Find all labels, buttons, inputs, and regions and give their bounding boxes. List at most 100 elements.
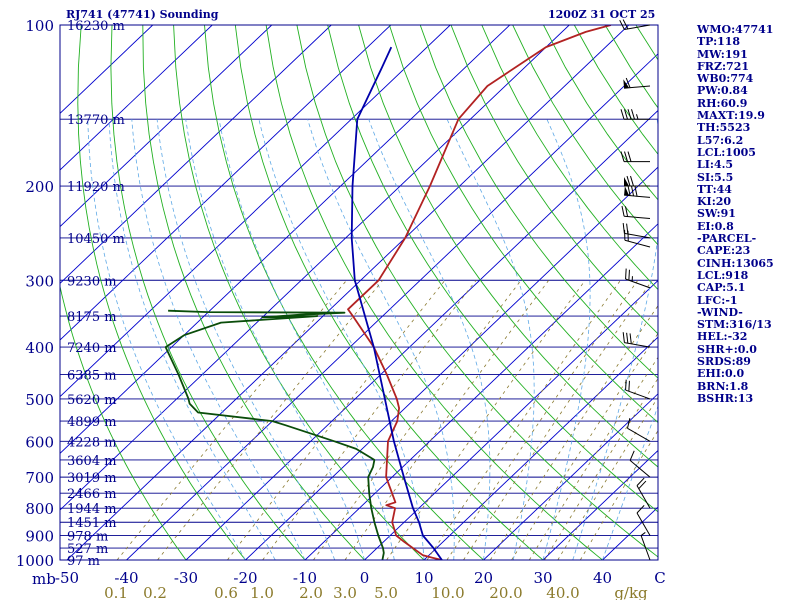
mixing-ratio-line [426, 280, 621, 560]
height-label: 978 m [67, 530, 108, 545]
pressure-tick-label: 1000 [16, 552, 54, 570]
wind-barb [626, 418, 651, 442]
pressure-tick-label: 800 [25, 500, 54, 518]
dry-adiabat [512, 25, 658, 246]
mixing-ratio-line [262, 280, 477, 560]
wind-barb [621, 205, 651, 220]
pressure-tick-label: 200 [25, 178, 54, 196]
pressure-tick-label: 400 [25, 339, 54, 357]
index-row: TP:118 [697, 35, 741, 49]
mixing-ratio-line [489, 305, 658, 560]
temperature-trace [347, 25, 612, 560]
dry-adiabat [265, 25, 603, 560]
pressure-tick-label: 100 [25, 17, 54, 35]
height-label: 1451 m [67, 516, 117, 531]
isotherm-line [483, 393, 658, 560]
index-row: TT:44 [697, 182, 732, 196]
temperature-unit-label: C [654, 569, 665, 587]
height-label: 5620 m [67, 393, 117, 408]
wind-barb [636, 477, 651, 509]
wind-barb [624, 229, 651, 248]
mixing-ratio-line [344, 280, 550, 560]
index-row: SRDS:89 [697, 355, 751, 369]
index-row: BSHR:13 [697, 391, 754, 405]
isotherm-line [60, 25, 332, 284]
wind-barb [623, 77, 651, 89]
index-row: L57:6.2 [697, 133, 744, 147]
dry-adiabat [450, 25, 658, 335]
mixing-ratio-tick-label: 20.0 [489, 584, 522, 600]
height-label: 11920 m [67, 180, 125, 195]
isotherm-line [423, 336, 658, 560]
dry-adiabat [388, 25, 658, 424]
temperature-tick-label: 30 [533, 569, 552, 587]
isotherm-line [60, 25, 213, 171]
wind-barb [620, 109, 650, 120]
height-label: 9230 m [67, 274, 117, 289]
index-row: WMO:47741 [697, 23, 774, 36]
mixing-ratio-tick-label: 0.6 [214, 584, 238, 600]
profile-traces [164, 25, 612, 560]
pressure-tick-label: 600 [25, 433, 54, 451]
index-row: LFC:-1 [697, 293, 738, 307]
mixing-ratio-line [463, 280, 653, 560]
dry-adiabat [60, 284, 187, 560]
index-row: PW:0.84 [697, 84, 748, 98]
mixing-ratio-line [227, 280, 446, 560]
wind-barb [625, 268, 651, 289]
dry-adiabat [296, 25, 658, 558]
index-row: MW:191 [697, 47, 748, 61]
index-row: HEL:-32 [697, 330, 748, 344]
height-label: 4228 m [67, 435, 117, 450]
index-row: BRN:1.8 [697, 379, 749, 393]
mixing-ratio-tick-label: 5.0 [374, 584, 398, 600]
mixing-ratio-line [157, 280, 384, 560]
mixing-ratio-tick-label: 2.0 [299, 584, 323, 600]
index-row: LCL:1005 [697, 145, 756, 159]
dry-adiabat [419, 25, 658, 379]
mixing-ratio-line [116, 280, 347, 560]
wind-barb [622, 332, 651, 348]
index-row: STM:316/13 [697, 318, 772, 332]
height-label: 3604 m [67, 454, 117, 469]
isotherm-line [304, 223, 658, 560]
index-row: SHR+:0.0 [697, 342, 757, 356]
wind-barb [640, 532, 651, 561]
index-row: RH:60.9 [697, 96, 748, 110]
plot-frame [59, 24, 659, 561]
mixing-ratio-line [446, 280, 639, 560]
index-row: CAPE:23 [697, 244, 751, 258]
index-row: TH:5523 [697, 121, 751, 135]
index-row: LCL:918 [697, 268, 749, 282]
parcel-trace [350, 46, 443, 560]
isotherm-line [60, 25, 451, 398]
isotherm-line [60, 25, 273, 228]
index-row: MAXT:19.9 [697, 109, 765, 123]
chart-timestamp: 1200Z 31 OCT 25 [548, 8, 656, 21]
moist-adiabat [156, 119, 336, 560]
moist-adiabat [572, 119, 658, 560]
height-label: 13770 m [67, 113, 125, 128]
dry-adiabat [327, 25, 658, 513]
moist-adiabat [218, 119, 395, 560]
temperature-tick-label: 10 [414, 569, 433, 587]
mixing-ratio-tick-label: 0.2 [143, 584, 167, 600]
index-row: EI:0.8 [697, 219, 734, 233]
isotherm-line [542, 449, 658, 560]
dry-adiabat [358, 25, 658, 468]
moist-adiabat [87, 119, 246, 560]
height-label: 2466 m [67, 487, 117, 502]
mixing-ratio-tick-label: 3.0 [333, 584, 357, 600]
index-row: -WIND- [697, 305, 743, 319]
indices-panel: WMO:47741 TP:118 MW:191 FRZ:721 WB0:774 PW:0.… [697, 23, 800, 405]
mixing-ratio-tick-label: 10.0 [431, 584, 464, 600]
pressure-tick-label: 300 [25, 272, 54, 290]
moist-adiabat [108, 119, 276, 560]
temperature-tick-label: -50 [55, 569, 79, 587]
moist-adiabat [542, 119, 591, 560]
index-row: EHI:0.0 [697, 367, 745, 381]
temperature-tick-label: 40 [593, 569, 612, 587]
isotherm-line [60, 25, 570, 511]
height-label: 6385 m [67, 368, 117, 383]
index-row: CAP:5.1 [697, 281, 746, 295]
